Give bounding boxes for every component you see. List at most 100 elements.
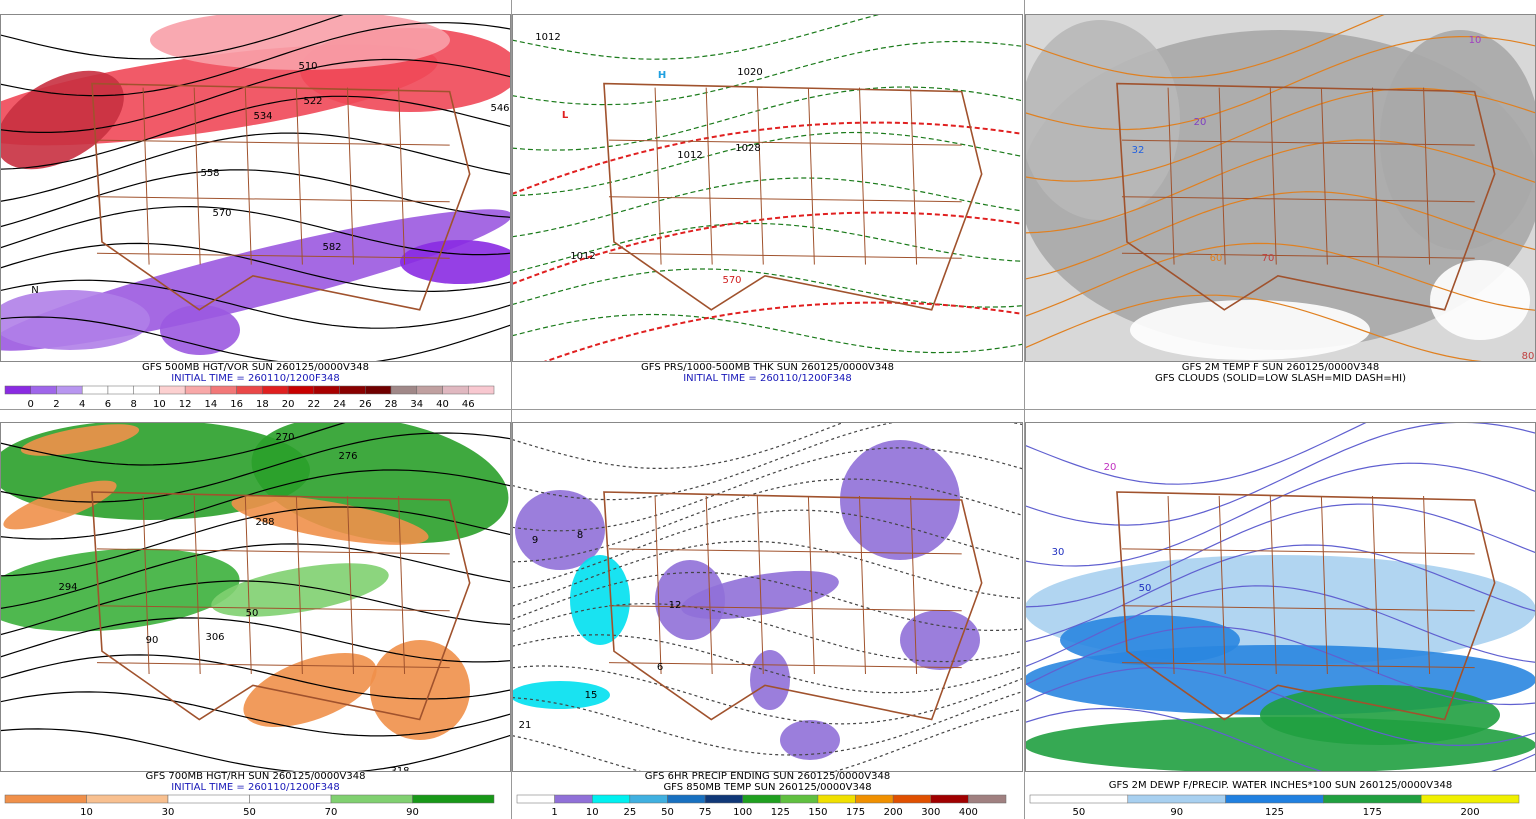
colorbar-label: 175 bbox=[1363, 807, 1382, 818]
state-line bbox=[96, 662, 450, 669]
state-line bbox=[346, 495, 354, 675]
contour-line bbox=[0, 580, 511, 636]
map-label: 570 bbox=[722, 275, 741, 286]
map-panel: 30 20 50 GFS 2M DEWP F/PRECIP. WATER INCHES… bbox=[1025, 422, 1536, 818]
colorbar-label: 300 bbox=[921, 807, 940, 818]
panel-title: GFS 500MB HGT/VOR SUN 260125/0000V348 bbox=[142, 362, 369, 373]
map-label: 20 bbox=[1104, 462, 1117, 473]
colorbar-swatch bbox=[4, 794, 87, 804]
state-line bbox=[858, 495, 866, 675]
state-line bbox=[244, 87, 252, 265]
colorbar-swatch bbox=[262, 385, 289, 395]
state-line bbox=[1320, 495, 1328, 675]
colorbar-swatch bbox=[107, 385, 134, 395]
colorbar-label: 175 bbox=[846, 807, 865, 818]
map-label: 1012 bbox=[535, 32, 560, 43]
shaded-region bbox=[780, 720, 840, 760]
contour-line bbox=[0, 422, 349, 466]
colorbar-label: 14 bbox=[205, 399, 218, 410]
map-label: 30 bbox=[1052, 547, 1065, 558]
state-line bbox=[807, 87, 815, 265]
colorbar-label: 1 bbox=[551, 807, 557, 818]
panel-subtitle: GFS 850MB TEMP SUN 260125/0000V348 bbox=[663, 782, 871, 793]
colorbar-swatch bbox=[4, 385, 31, 395]
contour-line bbox=[1025, 585, 1536, 668]
colorbar-label: 50 bbox=[661, 807, 674, 818]
map-label: 522 bbox=[303, 96, 322, 107]
state-line bbox=[398, 87, 406, 265]
panel-title: GFS 700MB HGT/RH SUN 260125/0000V348 bbox=[146, 771, 366, 782]
colorbar-swatch bbox=[442, 385, 469, 395]
state-line bbox=[1121, 196, 1475, 203]
contour-line bbox=[0, 95, 511, 170]
contour-line bbox=[0, 543, 511, 610]
contour-line bbox=[512, 131, 1023, 197]
colorbar-label: 20 bbox=[282, 399, 295, 410]
map-label: 546 bbox=[490, 103, 509, 114]
map-label: 90 bbox=[146, 635, 159, 646]
map-label: 9 bbox=[532, 535, 538, 546]
contour-line bbox=[1025, 707, 1536, 772]
colorbar-label: 125 bbox=[771, 807, 790, 818]
state-line bbox=[654, 495, 662, 675]
colorbar-swatch bbox=[516, 794, 555, 804]
state-line bbox=[1167, 495, 1175, 675]
colorbar-label: 26 bbox=[359, 399, 372, 410]
state-line bbox=[346, 87, 354, 265]
map-label: 558 bbox=[200, 168, 219, 179]
contour-line bbox=[512, 222, 1023, 274]
state-line bbox=[1167, 87, 1175, 265]
panel-title: GFS PRS/1000-500MB THK SUN 260125/0000V3… bbox=[641, 362, 894, 373]
contour-line bbox=[512, 708, 1023, 772]
state-line bbox=[1269, 495, 1277, 675]
state-line bbox=[96, 139, 450, 146]
colorbar-swatch bbox=[86, 794, 169, 804]
state-line bbox=[1218, 87, 1226, 265]
shaded-region bbox=[20, 424, 140, 456]
map-area: 270 276 288 294 306 318 50 90 bbox=[0, 422, 511, 772]
contour-line bbox=[512, 177, 1023, 238]
contour-line bbox=[1025, 191, 1536, 280]
contour-line bbox=[512, 634, 1023, 694]
shaded-region bbox=[370, 640, 470, 740]
colorbar-swatch bbox=[133, 385, 160, 395]
colorbar-swatch bbox=[468, 385, 495, 395]
colorbar-swatch bbox=[365, 385, 392, 395]
contour-line bbox=[0, 132, 511, 202]
shaded-region bbox=[0, 290, 150, 350]
shaded-region bbox=[512, 681, 610, 709]
contour-line bbox=[0, 691, 511, 737]
map-label: H bbox=[658, 70, 666, 81]
state-line bbox=[1121, 252, 1475, 259]
shaded-region bbox=[1260, 685, 1500, 745]
contour-line bbox=[0, 14, 347, 60]
state-line bbox=[608, 662, 962, 669]
contour-line bbox=[512, 86, 1023, 151]
map-label: 534 bbox=[253, 111, 272, 122]
colorbar-swatch bbox=[167, 794, 250, 804]
shaded-region bbox=[150, 14, 450, 70]
colorbar-label: 30 bbox=[162, 807, 175, 818]
map-label: 60 bbox=[1210, 253, 1223, 264]
contour-line bbox=[1025, 35, 1536, 131]
colorbar-swatch bbox=[249, 794, 332, 804]
map-label: 32 bbox=[1132, 145, 1145, 156]
contour-line bbox=[512, 313, 1023, 354]
map-frame bbox=[512, 422, 1023, 772]
state-line bbox=[193, 495, 201, 675]
colorbar-swatch bbox=[210, 385, 237, 395]
state-line bbox=[1371, 495, 1379, 675]
map-label: 276 bbox=[338, 451, 357, 462]
colorbar-swatch bbox=[591, 794, 631, 804]
contour-line bbox=[512, 422, 847, 469]
colorbar-label: 0 bbox=[28, 399, 34, 410]
colorbar-swatch bbox=[1127, 794, 1226, 804]
contour-line bbox=[512, 509, 1023, 589]
colorbar-label: 150 bbox=[808, 807, 827, 818]
colorbar-label: 75 bbox=[699, 807, 712, 818]
shaded-region bbox=[655, 560, 725, 640]
map-frame bbox=[512, 14, 1023, 362]
state-line bbox=[756, 87, 764, 265]
colorbar-label: 16 bbox=[230, 399, 243, 410]
colorbar-label: 10 bbox=[586, 807, 599, 818]
